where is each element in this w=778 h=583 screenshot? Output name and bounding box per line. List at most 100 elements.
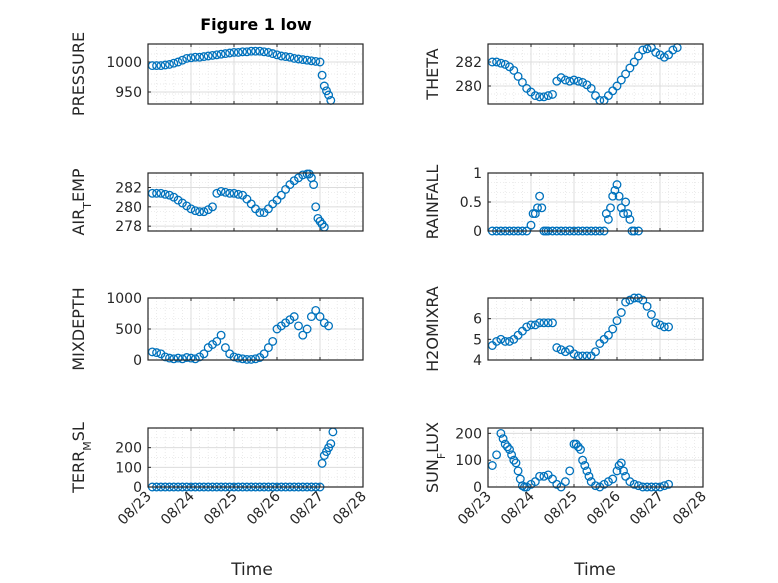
data-point xyxy=(560,347,570,357)
axes-box xyxy=(487,297,704,361)
data-point xyxy=(625,214,635,224)
data-point xyxy=(533,203,542,213)
data-point xyxy=(306,56,316,66)
data-point xyxy=(311,305,321,315)
data-point xyxy=(165,59,174,69)
data-point xyxy=(522,322,532,332)
data-point xyxy=(276,51,286,61)
data-point xyxy=(177,55,187,65)
data-point xyxy=(309,180,319,190)
data-point xyxy=(165,190,174,200)
y-axis-label: RAINFALL xyxy=(423,165,442,240)
y-tick-label: 500 xyxy=(115,322,142,338)
data-point xyxy=(539,92,549,102)
data-point xyxy=(152,348,162,358)
data-point xyxy=(606,203,615,213)
data-point xyxy=(496,334,506,344)
data-point xyxy=(612,466,622,476)
data-point xyxy=(160,189,170,199)
data-point xyxy=(190,206,200,216)
data-point xyxy=(285,52,295,62)
data-point xyxy=(220,343,230,353)
data-point xyxy=(556,73,566,83)
data-point xyxy=(302,324,312,334)
data-point xyxy=(576,445,585,454)
data-point xyxy=(573,76,583,86)
axes-box xyxy=(487,43,704,105)
data-point xyxy=(255,208,265,218)
data-point xyxy=(565,466,575,476)
figure-title: Figure 1 low xyxy=(200,15,312,34)
data-point xyxy=(294,54,303,64)
axes-box xyxy=(147,297,364,361)
data-point xyxy=(302,55,312,65)
y-axis-label-part-1: AIR xyxy=(69,209,88,236)
data-point xyxy=(281,52,291,62)
axes-box xyxy=(147,172,364,232)
data-point xyxy=(212,188,222,198)
data-point xyxy=(526,220,536,230)
data-point xyxy=(156,61,166,71)
data-point xyxy=(233,353,243,363)
y-tick-label: 280 xyxy=(455,79,482,95)
data-point xyxy=(324,321,334,331)
data-point xyxy=(276,190,286,200)
data-point xyxy=(619,466,628,476)
data-point xyxy=(259,349,269,359)
data-point xyxy=(500,439,510,449)
data-point xyxy=(238,354,248,364)
data-point xyxy=(169,354,179,364)
y-tick-label: 282 xyxy=(455,55,482,71)
y-axis-label: PRESSURE xyxy=(69,32,88,116)
y-axis-label: THETA xyxy=(423,48,442,100)
data-point xyxy=(216,186,226,196)
y-tick-label: 1000 xyxy=(106,55,142,71)
data-point xyxy=(502,442,512,452)
data-point xyxy=(498,434,508,444)
x-axis-label-left: Time xyxy=(230,560,273,580)
axes-box xyxy=(487,427,704,488)
data-point xyxy=(208,50,217,60)
y-axis-label-part-2: SL xyxy=(69,422,88,441)
y-axis-label: MIXDEPTH xyxy=(69,287,88,370)
data-point xyxy=(492,57,502,67)
y-tick-label: 282 xyxy=(115,181,142,197)
data-point xyxy=(186,353,196,363)
data-point xyxy=(569,75,579,85)
data-point xyxy=(229,188,239,198)
data-point xyxy=(664,479,674,489)
data-point xyxy=(246,46,256,56)
data-point xyxy=(603,214,613,224)
data-point xyxy=(552,343,562,353)
data-point xyxy=(311,202,321,212)
data-point xyxy=(317,458,327,468)
data-point xyxy=(612,316,622,326)
data-point xyxy=(190,52,200,62)
plot-area xyxy=(148,428,363,487)
x-axis-label-right: Time xyxy=(573,560,616,580)
data-point xyxy=(664,322,674,332)
data-point xyxy=(578,455,588,465)
y-axis-label-subscript: T xyxy=(81,202,94,210)
data-point xyxy=(651,47,661,57)
data-point xyxy=(319,81,329,91)
data-point xyxy=(535,318,545,328)
data-point xyxy=(220,49,230,59)
data-point xyxy=(535,471,545,481)
data-point xyxy=(513,466,523,476)
y-axis-label: H2OMIXRA xyxy=(423,286,442,372)
data-point xyxy=(203,51,213,61)
data-point xyxy=(190,354,200,364)
y-tick-label: 0 xyxy=(133,480,142,496)
data-point xyxy=(500,59,510,69)
data-point xyxy=(173,57,183,67)
data-point xyxy=(242,354,252,364)
data-point xyxy=(492,336,502,346)
data-point xyxy=(623,209,633,219)
data-point xyxy=(548,318,557,328)
data-point xyxy=(621,69,631,79)
data-point xyxy=(268,49,278,59)
data-point xyxy=(642,301,652,311)
y-axis-label-subscript: M xyxy=(81,441,94,451)
data-point xyxy=(311,56,321,66)
